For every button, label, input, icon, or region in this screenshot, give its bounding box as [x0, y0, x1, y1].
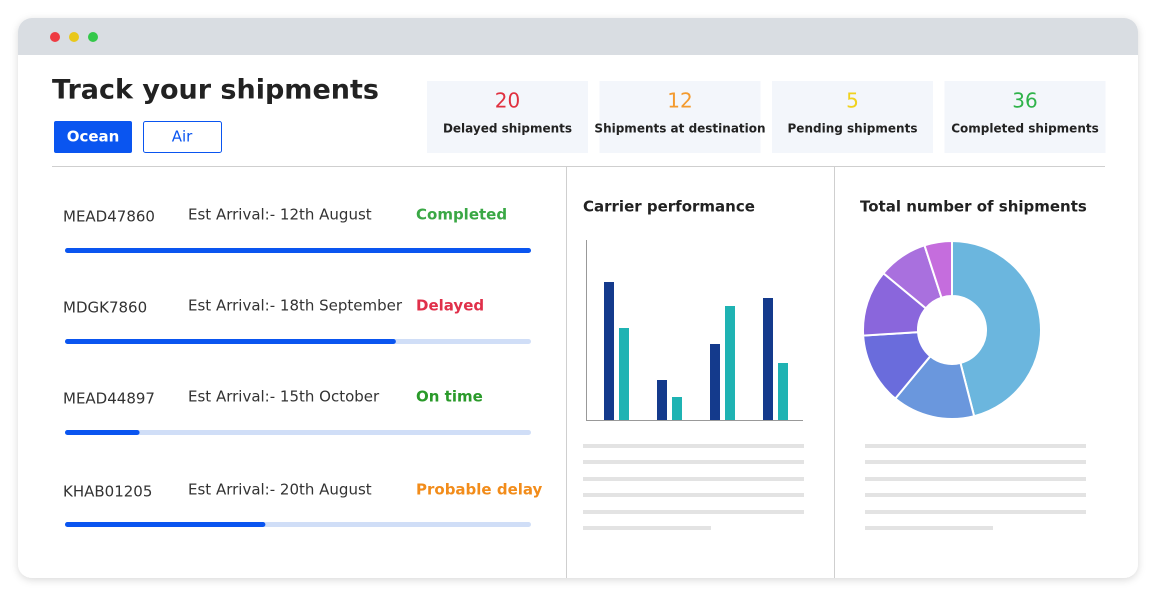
- arrival-date: Est Arrival:- 20th August: [188, 481, 372, 499]
- stat-value: 20: [495, 89, 520, 113]
- shipment-status: Delayed: [416, 297, 484, 315]
- shipment-id: KHAB01205: [63, 483, 152, 501]
- tab-label[interactable]: Air: [172, 128, 193, 146]
- bar: [725, 306, 735, 420]
- stat-card: [599, 81, 761, 153]
- stat-value: 36: [1012, 89, 1037, 113]
- maximize-dot[interactable]: [88, 32, 98, 42]
- shipment-id: MEAD44897: [63, 390, 155, 408]
- stat-label: Pending shipments: [788, 122, 918, 136]
- bar: [672, 397, 682, 420]
- shipment-status: On time: [416, 388, 483, 406]
- shipment-id: MEAD47860: [63, 208, 155, 226]
- arrival-date: Est Arrival:- 15th October: [188, 388, 380, 406]
- stat-value: 5: [846, 89, 859, 113]
- progress-fill: [65, 339, 396, 344]
- bar: [710, 344, 720, 420]
- bar: [657, 380, 667, 420]
- close-dot[interactable]: [50, 32, 60, 42]
- progress-track: [65, 430, 531, 435]
- pie-slice: [951, 239, 1042, 418]
- stat-label: Delayed shipments: [443, 122, 572, 136]
- tab-air[interactable]: [143, 121, 222, 153]
- chart-title: Total number of shipments: [860, 198, 1087, 216]
- stat-label: Completed shipments: [951, 122, 1099, 136]
- stat-label: Shipments at destination: [594, 122, 765, 136]
- arrival-date: Est Arrival:- 12th August: [188, 206, 372, 224]
- stat-card: [772, 81, 933, 153]
- bar: [604, 282, 614, 420]
- placeholder-text: [583, 444, 1086, 530]
- stat-value: 12: [667, 89, 692, 113]
- bar: [763, 298, 773, 420]
- chart-title: Carrier performance: [583, 198, 755, 216]
- stat-card: [944, 81, 1106, 153]
- tab-label[interactable]: Ocean: [67, 128, 120, 146]
- shipment-status: Probable delay: [416, 481, 543, 499]
- pie-slice: [923, 239, 953, 299]
- bar: [778, 363, 788, 420]
- shipment-status: Completed: [416, 206, 507, 224]
- title-bar: [18, 18, 1138, 55]
- bar: [619, 328, 629, 420]
- progress-fill: [65, 430, 140, 435]
- page-title: Track your shipments: [52, 75, 379, 106]
- progress-fill: [65, 522, 266, 527]
- minimize-dot[interactable]: [69, 32, 79, 42]
- window: [18, 18, 1138, 578]
- shipment-id: MDGK7860: [63, 299, 147, 317]
- tab-ocean[interactable]: [54, 121, 132, 153]
- arrival-date: Est Arrival:- 18th September: [188, 297, 403, 315]
- stat-card: [427, 81, 588, 153]
- progress-fill: [65, 248, 531, 253]
